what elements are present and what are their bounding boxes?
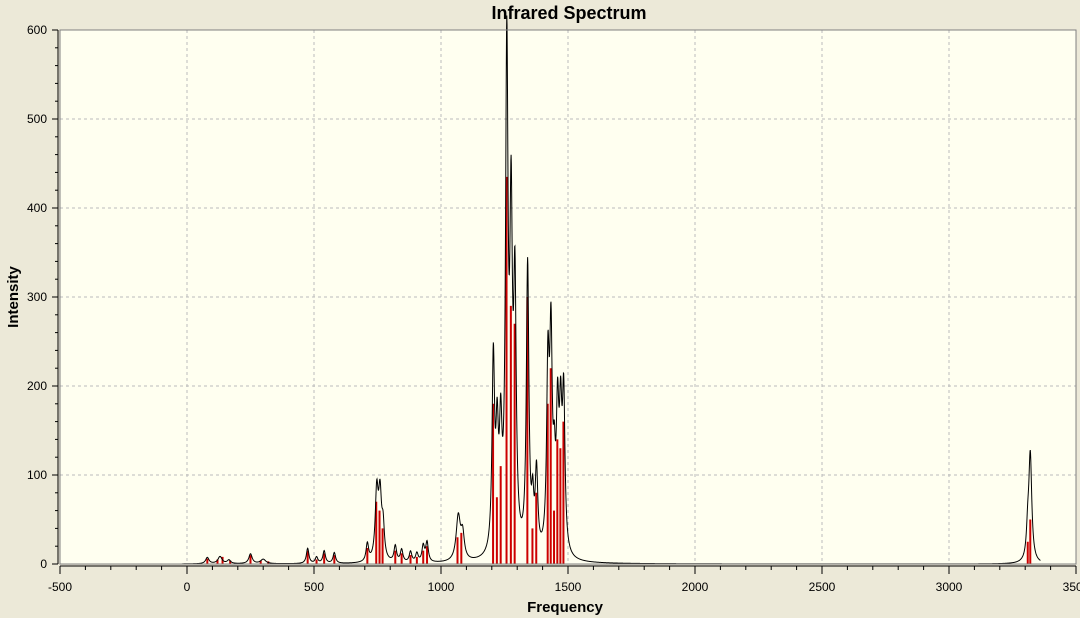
x-tick-label: -500 xyxy=(48,580,72,594)
y-tick-label: 200 xyxy=(27,379,47,393)
x-tick-label: 0 xyxy=(184,580,191,594)
y-tick-label: 300 xyxy=(27,290,47,304)
plot-frame xyxy=(59,29,1077,565)
x-tick-label: 1500 xyxy=(555,580,582,594)
x-tick-label: 2500 xyxy=(809,580,836,594)
y-tick-label: 500 xyxy=(27,112,47,126)
grid-lines xyxy=(60,30,1076,564)
y-axis-label: Intensity xyxy=(5,266,22,328)
y-tick-label: 100 xyxy=(27,468,47,482)
y-tick-label: 600 xyxy=(27,23,47,37)
x-tick-label: 2000 xyxy=(682,580,709,594)
x-tick-label: 1000 xyxy=(428,580,455,594)
y-tick-label: 400 xyxy=(27,201,47,215)
x-tick-label: 500 xyxy=(304,580,324,594)
stick-series xyxy=(206,176,1032,564)
chart-title: Infrared Spectrum xyxy=(491,3,646,23)
y-axis-ticks: 0 100 200 300 400 500 600 xyxy=(27,23,58,571)
y-tick-label: 0 xyxy=(40,557,47,571)
x-axis-label: Frequency xyxy=(527,599,604,616)
x-tick-label: 3000 xyxy=(936,580,963,594)
